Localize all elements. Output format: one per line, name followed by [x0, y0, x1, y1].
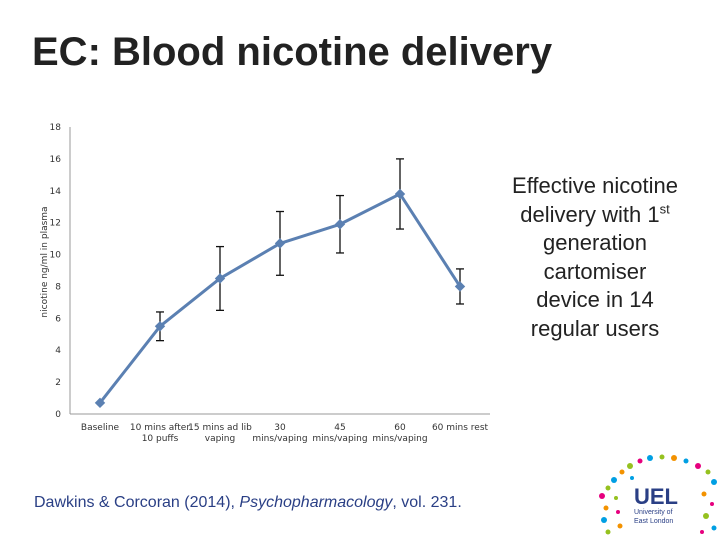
logo-line-1: University of	[634, 509, 673, 516]
data-point-marker	[94, 397, 106, 409]
y-tick-label: 0	[55, 410, 61, 420]
side-note-line-6: regular users	[530, 315, 660, 341]
side-note-superscript: st	[659, 201, 670, 217]
x-tick-label: mins/vaping	[252, 434, 307, 444]
citation-journal: Psychopharmacology	[239, 494, 393, 511]
side-note-line-5: device in 14	[536, 287, 654, 313]
data-point-marker	[394, 188, 406, 200]
x-tick-label: mins/vaping	[372, 434, 427, 444]
side-note: Effective nicotine delivery with 1st gen…	[490, 172, 700, 344]
y-tick-label: 4	[55, 346, 61, 356]
y-axis-title: nicotine ng/ml in plasma	[40, 206, 50, 317]
y-tick-label: 12	[50, 219, 61, 229]
x-tick-label: 10 puffs	[142, 434, 179, 444]
x-tick-label: vaping	[205, 434, 235, 444]
y-tick-label: 2	[55, 378, 61, 388]
x-tick-label: Baseline	[81, 423, 120, 433]
logo-dots-icon	[599, 454, 717, 535]
data-point-marker	[214, 273, 226, 284]
x-tick-label: mins/vaping	[312, 434, 367, 444]
y-tick-label: 16	[50, 155, 62, 165]
logo-brand: UEL	[634, 484, 678, 509]
slide-title: EC: Blood nicotine delivery	[32, 30, 553, 74]
side-note-line-4: cartomiser	[543, 258, 647, 284]
uel-logo: UEL University of East London	[599, 454, 717, 535]
side-note-line-3: generation	[543, 230, 647, 256]
data-point-marker	[154, 321, 166, 332]
y-tick-label: 8	[55, 282, 61, 292]
y-tick-label: 6	[55, 314, 61, 324]
x-tick-label: 45	[334, 423, 345, 433]
x-tick-label: 60 mins rest	[432, 423, 489, 433]
x-tick-label: 15 mins ad lib	[188, 423, 252, 433]
side-note-line-1: Effective nicotine	[512, 173, 678, 198]
data-point-marker	[454, 281, 466, 292]
y-tick-label: 10	[50, 251, 62, 261]
data-point-marker	[274, 238, 286, 249]
citation: Dawkins & Corcoran (2014), Psychopharmac…	[34, 494, 462, 511]
y-tick-label: 14	[50, 187, 62, 197]
y-tick-label: 18	[50, 123, 62, 133]
x-tick-label: 60	[394, 423, 406, 433]
x-tick-label: 10 mins after	[130, 423, 190, 433]
data-point-marker	[334, 219, 346, 230]
logo-line-2: East London	[634, 518, 673, 525]
side-note-line-2: delivery with 1st	[520, 201, 670, 227]
x-tick-label: 30	[274, 423, 286, 433]
